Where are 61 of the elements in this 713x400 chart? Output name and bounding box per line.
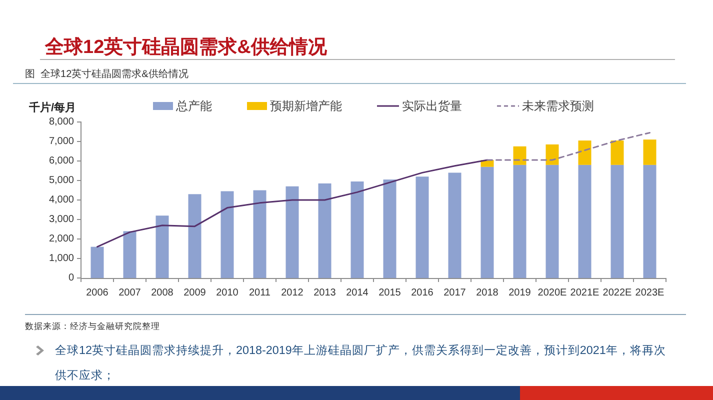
line-series bbox=[486, 132, 650, 161]
x-tick-label: 2018 bbox=[476, 288, 499, 298]
x-tick-label: 2011 bbox=[248, 288, 271, 298]
x-tick-label: 2010 bbox=[216, 288, 239, 298]
line-series bbox=[96, 159, 488, 248]
source-note: 数据来源：经济与金融研究院整理 bbox=[25, 320, 161, 332]
bar bbox=[123, 231, 136, 278]
x-tick-label: 2015 bbox=[378, 288, 402, 298]
bar bbox=[383, 180, 396, 278]
x-tick-label: 2023E bbox=[635, 288, 665, 298]
legend-label: 总产能 bbox=[175, 99, 212, 113]
bar bbox=[480, 166, 494, 278]
x-tick-label: 2006 bbox=[86, 288, 109, 298]
bar bbox=[188, 194, 202, 278]
bar bbox=[286, 186, 299, 278]
y-tick-label: 4,000 bbox=[48, 194, 74, 206]
bar bbox=[448, 172, 462, 278]
y-axis-title: 千片/每月 bbox=[28, 101, 76, 114]
x-tick-label: 2017 bbox=[444, 288, 466, 298]
y-tick-label: 3,000 bbox=[48, 214, 74, 225]
x-tick-label: 2014 bbox=[346, 288, 369, 298]
bar bbox=[610, 140, 624, 165]
bar bbox=[253, 190, 266, 278]
x-tick-label: 2021E bbox=[570, 288, 600, 298]
bar bbox=[643, 140, 656, 165]
bar bbox=[578, 164, 592, 278]
bar bbox=[90, 246, 104, 278]
y-tick-label: 7,000 bbox=[48, 136, 74, 147]
x-tick-label: 2013 bbox=[314, 288, 336, 298]
x-tick-label: 2008 bbox=[151, 288, 174, 298]
x-tick-label: 2009 bbox=[184, 288, 206, 298]
bar bbox=[643, 164, 656, 278]
y-tick-label: 2,000 bbox=[48, 234, 74, 244]
text: 全球12英寸硅晶圆需求持续提升，2018-2019年上游硅晶圆厂扩产，供需关系得到一定改善，预计到2021年，将再次供不应求； bbox=[55, 343, 667, 384]
x-tick-label: 2016 bbox=[411, 288, 434, 298]
chart-title: 全球12英寸硅晶圆需求&供给情况 bbox=[44, 36, 328, 58]
x-tick-label: 2007 bbox=[118, 288, 142, 298]
x-tick-label: 2012 bbox=[281, 288, 304, 298]
legend-label: 未来需求预测 bbox=[522, 99, 594, 113]
bar bbox=[578, 140, 592, 165]
bar bbox=[350, 181, 364, 278]
bar bbox=[513, 146, 526, 165]
y-tick-label: 0 bbox=[68, 272, 74, 284]
y-tick-label: 5,000 bbox=[48, 175, 74, 186]
bar bbox=[546, 164, 559, 278]
bar bbox=[318, 183, 332, 278]
bar bbox=[220, 191, 234, 278]
chart-subtitle: 图 全球12英寸硅晶圆需求&供给情况 bbox=[25, 68, 188, 80]
bar bbox=[416, 176, 429, 278]
x-tick-label: 2020E bbox=[538, 288, 568, 298]
y-tick-label: 6,000 bbox=[48, 156, 74, 166]
legend-label: 预期新增产能 bbox=[270, 99, 342, 113]
y-tick-label: 1,000 bbox=[48, 253, 74, 264]
bar bbox=[513, 164, 526, 278]
y-tick-label: 8,000 bbox=[48, 116, 74, 128]
bar bbox=[610, 164, 624, 278]
x-tick-label: 2022E bbox=[602, 288, 632, 298]
bar bbox=[546, 144, 559, 165]
legend-label: 实际出货量 bbox=[402, 99, 462, 113]
bar bbox=[156, 216, 169, 278]
x-tick-label: 2019 bbox=[508, 288, 532, 298]
